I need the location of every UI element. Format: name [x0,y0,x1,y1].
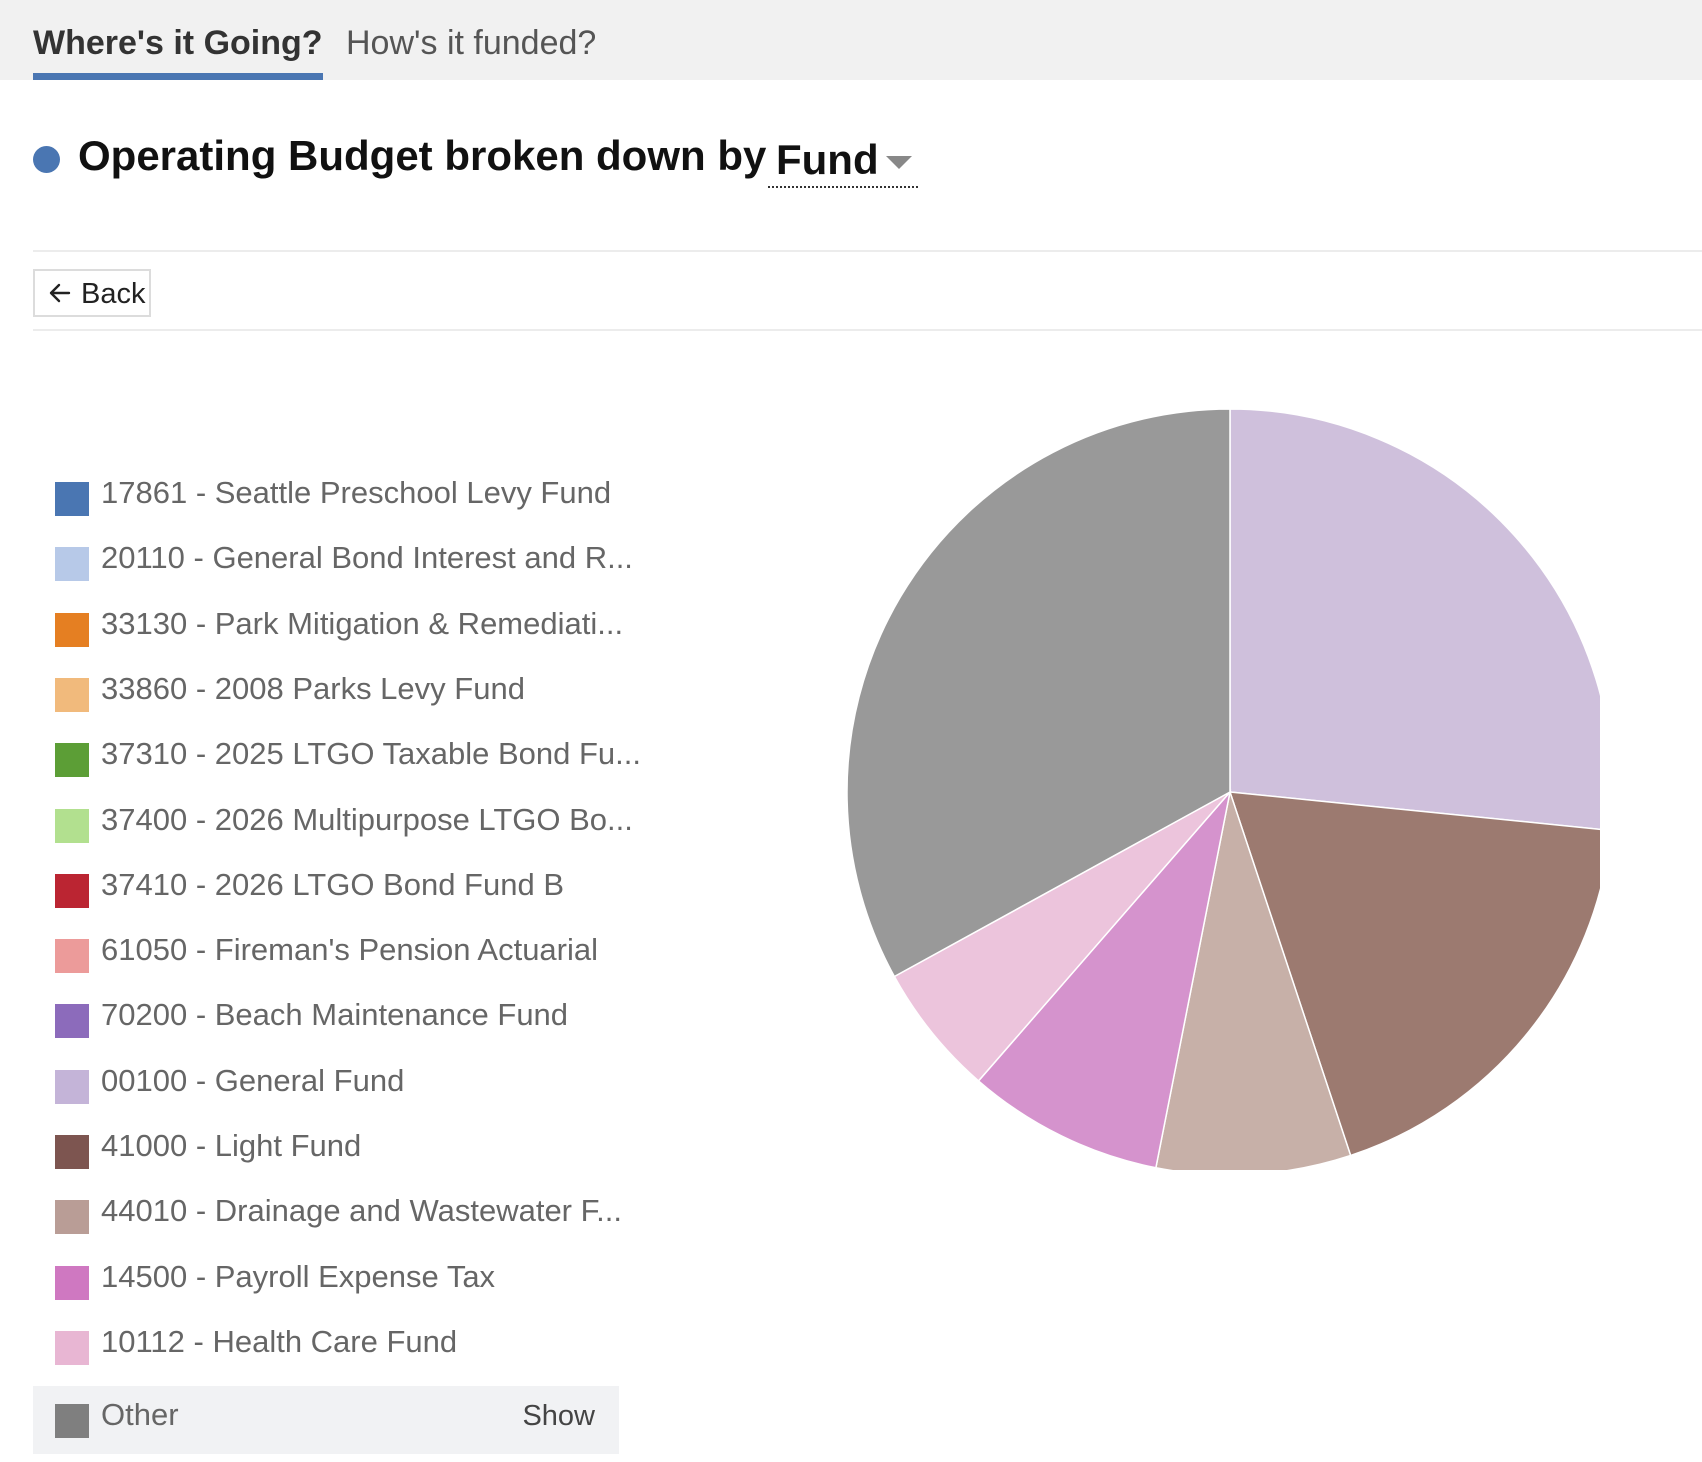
legend-item[interactable]: 37410 - 2026 LTGO Bond Fund B [33,858,619,922]
tab-bar: Where's it Going? How's it funded? [0,0,1702,80]
legend-label: 70200 - Beach Maintenance Fund [101,997,569,1033]
legend-swatch [55,677,89,712]
legend-label: 41000 - Light Fund [101,1128,362,1163]
legend-item[interactable]: 20110 - General Bond Interest and R... [33,531,633,595]
legend-swatch [55,873,89,908]
page-title: Operating Budget broken down by [78,132,767,179]
legend-label: 37400 - 2026 Multipurpose LTGO Bo... [101,801,633,837]
legend-swatch [55,482,89,516]
legend-label: 17861 - Seattle Preschool Levy Fund [101,475,612,510]
legend-swatch [55,1004,89,1039]
legend-item[interactable]: 10112 - Health Care Fund [33,1315,619,1379]
legend-item[interactable]: 37310 - 2025 LTGO Taxable Bond Fu... [33,727,641,791]
tab-wheres-it-going[interactable]: Where's it Going? [33,24,323,80]
legend-item[interactable]: 61050 - Fireman's Pension Actuarial [33,923,619,987]
show-other-button[interactable]: Show [522,1400,595,1432]
legend-item[interactable]: 37400 - 2026 Multipurpose LTGO Bo... [33,793,633,857]
legend-swatch [55,1069,89,1104]
pie-slice[interactable] [977,789,1232,1169]
legend-swatch [55,612,89,647]
pie-chart [846,408,1600,1170]
legend-label: 14500 - Payroll Expense Tax [101,1258,496,1294]
legend-label: 37410 - 2026 LTGO Bond Fund B [101,866,565,902]
legend-item[interactable]: 33130 - Park Mitigation & Remediati... [33,597,623,661]
arrow-left-icon [49,283,71,303]
legend-label: 61050 - Fireman's Pension Actuarial [101,932,599,968]
back-button[interactable]: Back [33,269,151,317]
legend-label: 00100 - General Fund [101,1062,405,1098]
legend-item[interactable]: 00100 - General Fund [33,1054,619,1118]
divider [33,250,1702,252]
legend-swatch [55,1404,89,1438]
legend-swatch [55,939,89,974]
divider [33,329,1702,331]
pie-slice[interactable] [846,408,1231,978]
legend-label: 44010 - Drainage and Wastewater F... [101,1193,622,1229]
breakdown-dropdown[interactable]: Fund [768,134,918,188]
back-label: Back [81,278,146,310]
legend-swatch [55,808,89,843]
legend-swatch [55,547,89,582]
legend-label: 37310 - 2025 LTGO Taxable Bond Fu... [101,736,641,772]
legend-label: Other [101,1397,179,1432]
title-dot-icon [33,146,60,173]
legend-swatch [55,1200,89,1235]
tab-hows-it-funded[interactable]: How's it funded? [346,24,597,62]
legend-swatch [55,743,89,778]
chevron-down-icon [886,156,912,169]
legend-item[interactable]: 70200 - Beach Maintenance Fund [33,988,619,1052]
dropdown-value: Fund [776,136,879,183]
legend-item[interactable]: 14500 - Payroll Expense Tax [33,1250,619,1314]
legend-label: 10112 - Health Care Fund [101,1323,458,1359]
pie-slice[interactable] [1228,791,1600,1157]
legend-swatch [55,1135,89,1169]
legend-item[interactable]: 44010 - Drainage and Wastewater F... [33,1184,622,1248]
legend-label: 20110 - General Bond Interest and R... [101,540,633,576]
pie-slice[interactable] [1154,789,1352,1170]
legend-item[interactable]: 33860 - 2008 Parks Levy Fund [33,662,619,726]
legend-label: 33130 - Park Mitigation & Remediati... [101,605,624,641]
legend-label: 33860 - 2008 Parks Levy Fund [101,670,525,706]
pie-slice[interactable] [1229,408,1600,831]
pie-slice[interactable] [893,791,1231,1082]
legend-swatch [55,1330,89,1365]
legend-item[interactable]: 17861 - Seattle Preschool Levy Fund [33,466,619,530]
legend-swatch [55,1265,89,1300]
legend-item-other: Other Show [33,1386,619,1454]
legend-item[interactable]: 41000 - Light Fund [33,1119,619,1183]
